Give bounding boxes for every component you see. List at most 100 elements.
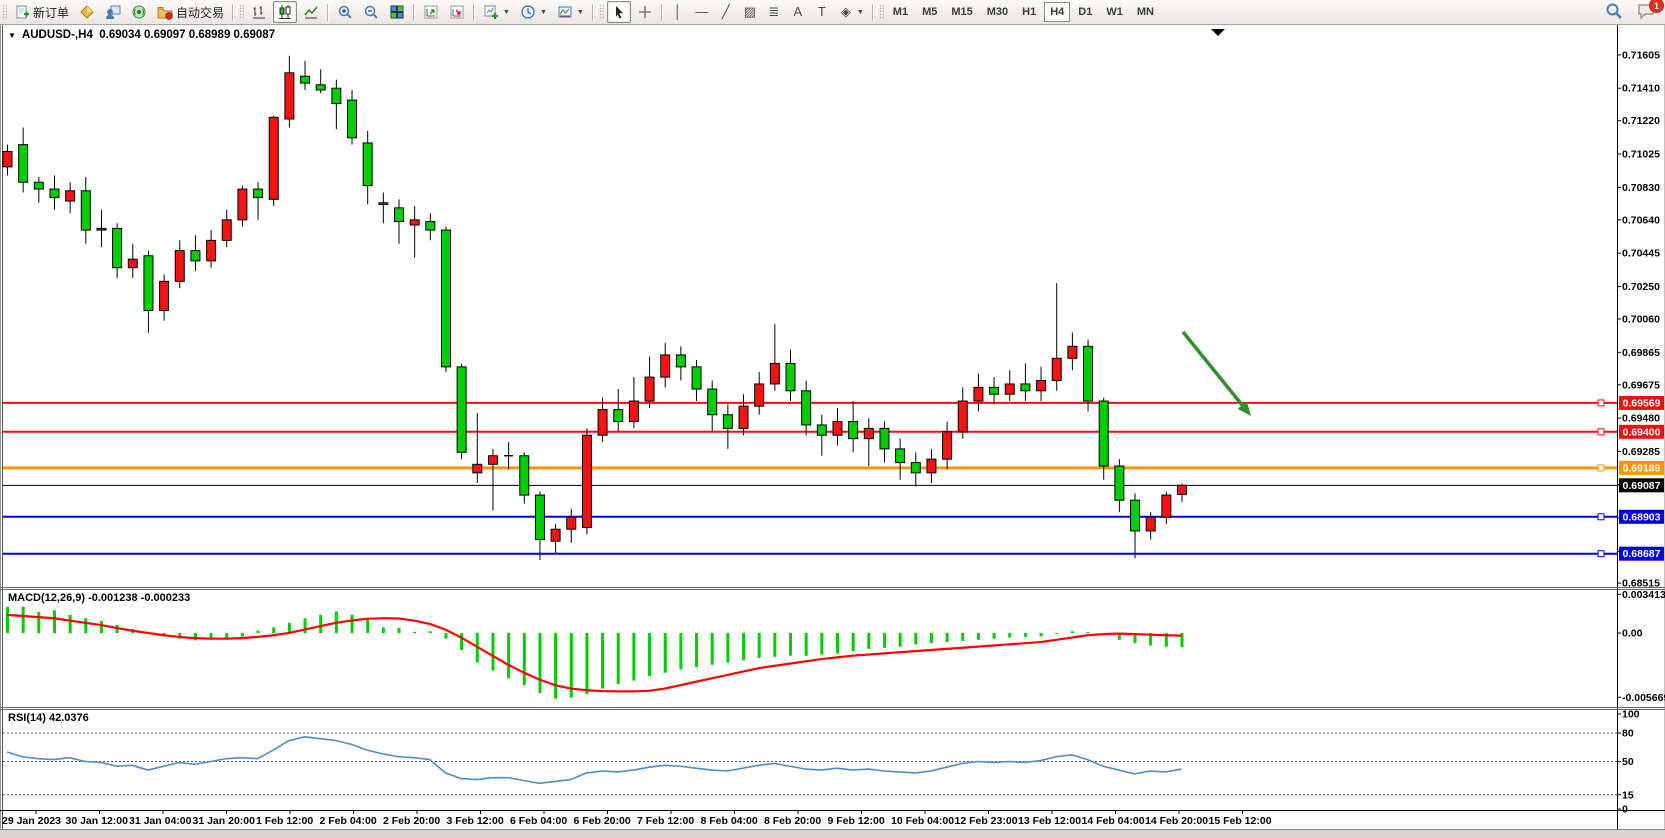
new-order-button[interactable]: 新订单 [10,1,73,23]
data-window-icon [105,4,121,20]
candle-body [18,144,29,183]
tile-windows-button[interactable] [385,1,409,23]
candle-body [832,421,843,436]
trend-arrow-head[interactable] [1237,401,1251,416]
price-axis-label: 0.69480 [1622,413,1660,425]
timeframe-M15[interactable]: M15 [951,6,973,18]
bar-chart-button[interactable] [247,1,271,23]
candle-body [409,219,420,226]
channel-tool[interactable]: ▨ [739,1,761,23]
time-axis-label: 8 Feb 20:00 [764,815,821,827]
templates-button[interactable]: ▼ [553,1,588,23]
candle-body [566,516,577,530]
toolbar-gripper[interactable] [239,4,245,20]
zoom-in-button[interactable] [333,1,357,23]
time-axis-label: 1 Feb 12:00 [256,815,313,827]
candle-body [581,434,592,529]
periods-button[interactable]: ▼ [516,1,551,23]
macd-label: MACD(12,26,9) -0.001238 -0.000233 [8,592,190,604]
toolbar-gripper[interactable] [2,4,7,20]
candle-body [957,400,968,433]
price-axis-label: 0.71025 [1622,149,1660,161]
new-chart-button[interactable]: ▼ [479,1,514,23]
time-axis-label: 31 Jan 20:00 [193,815,256,827]
rsi-axis-label: 15 [1622,789,1634,801]
candle-body [127,258,138,269]
candle-body [942,431,953,460]
chart-dropdown-icon[interactable]: ▼ [8,31,16,40]
text-tool[interactable]: A [787,1,809,23]
cursor-button[interactable] [606,1,631,23]
market-watch-button[interactable] [75,1,99,23]
search-button[interactable] [1605,2,1623,23]
candle-body [143,255,154,311]
notifications-button[interactable]: 1 [1637,0,1664,23]
vertical-line-tool[interactable]: │ [667,1,689,23]
candle-body [550,528,561,542]
timeframe-M5[interactable]: M5 [922,6,938,18]
time-axis-label: 8 Feb 04:00 [701,815,758,827]
toolbar-separator [660,3,663,21]
text-label-icon: T [817,4,826,19]
macd-axis-label: -0.005669 [1622,692,1665,704]
level-anchor-handle[interactable] [1597,513,1605,521]
price-level-badge-text: 0.68903 [1623,511,1661,523]
timeframe-M30[interactable]: M30 [986,6,1009,18]
indicator-buy-button[interactable] [419,1,443,23]
rsi-line [6,735,1182,785]
trend-arrow[interactable] [1181,330,1247,410]
time-axis-label: 14 Feb 04:00 [1082,815,1145,827]
time-axis-label: 6 Feb 04:00 [510,815,567,827]
candle-body [863,427,874,440]
level-anchor-handle[interactable] [1597,399,1605,407]
line-chart-button[interactable] [299,1,323,23]
chart-ohlc-values: 0.69034 0.69097 0.68989 0.69087 [99,29,276,41]
auto-trading-button[interactable]: 自动交易 [153,1,228,23]
indicator-sell-button[interactable] [445,1,469,23]
price-level-badge-text: 0.69189 [1623,462,1661,474]
new-chart-icon [483,4,499,20]
data-window-button[interactable] [101,1,125,23]
hline-icon: — [695,4,709,19]
price-level-badge-text: 0.69569 [1623,397,1661,409]
price-level-badge [1619,546,1664,561]
rsi-axis-label: 50 [1622,756,1634,768]
horizontal-line-tool[interactable]: — [691,1,713,23]
timeframe-H1[interactable]: H1 [1022,6,1037,18]
news-button[interactable] [127,1,151,23]
crosshair-icon [637,4,653,20]
candle-body [440,229,451,368]
toolbar-gripper[interactable] [878,4,884,20]
candle-body [722,414,733,429]
trendline-tool[interactable]: ╱ [715,1,737,23]
timeframe-D1[interactable]: D1 [1078,6,1093,18]
fibonacci-tool[interactable]: ≣ [763,1,785,23]
level-anchor-handle[interactable] [1597,428,1605,436]
candle-body [174,250,185,282]
time-axis-label: 12 Feb 23:00 [955,815,1018,827]
zoom-out-button[interactable] [359,1,383,23]
candle-body [1004,383,1015,395]
new-order-label: 新订单 [33,5,70,20]
level-anchor-handle[interactable] [1597,550,1605,558]
candle-body [816,424,827,436]
candle-body [190,250,201,262]
chart-shift-marker[interactable] [1211,29,1225,36]
crosshair-button[interactable] [633,1,657,23]
broadcast-icon [131,4,147,20]
timeframe-MN[interactable]: MN [1136,6,1154,18]
candle-body [895,448,906,464]
arrows-tool[interactable]: ◈ ▼ [835,1,868,23]
time-axis-label: 2 Feb 20:00 [383,815,440,827]
candle-body [1114,465,1125,501]
timeframe-H4[interactable]: H4 [1044,2,1071,22]
level-anchor-handle[interactable] [1597,464,1605,472]
candlestick-chart-button[interactable] [273,1,298,23]
toolbar-gripper[interactable] [598,4,604,20]
timeframe-W1[interactable]: W1 [1106,6,1123,18]
candle-body [1067,345,1078,359]
toolbar: 新订单 自动交易 [0,0,1665,25]
text-label-tool[interactable]: T [811,1,833,23]
timeframe-M1[interactable]: M1 [892,6,909,18]
